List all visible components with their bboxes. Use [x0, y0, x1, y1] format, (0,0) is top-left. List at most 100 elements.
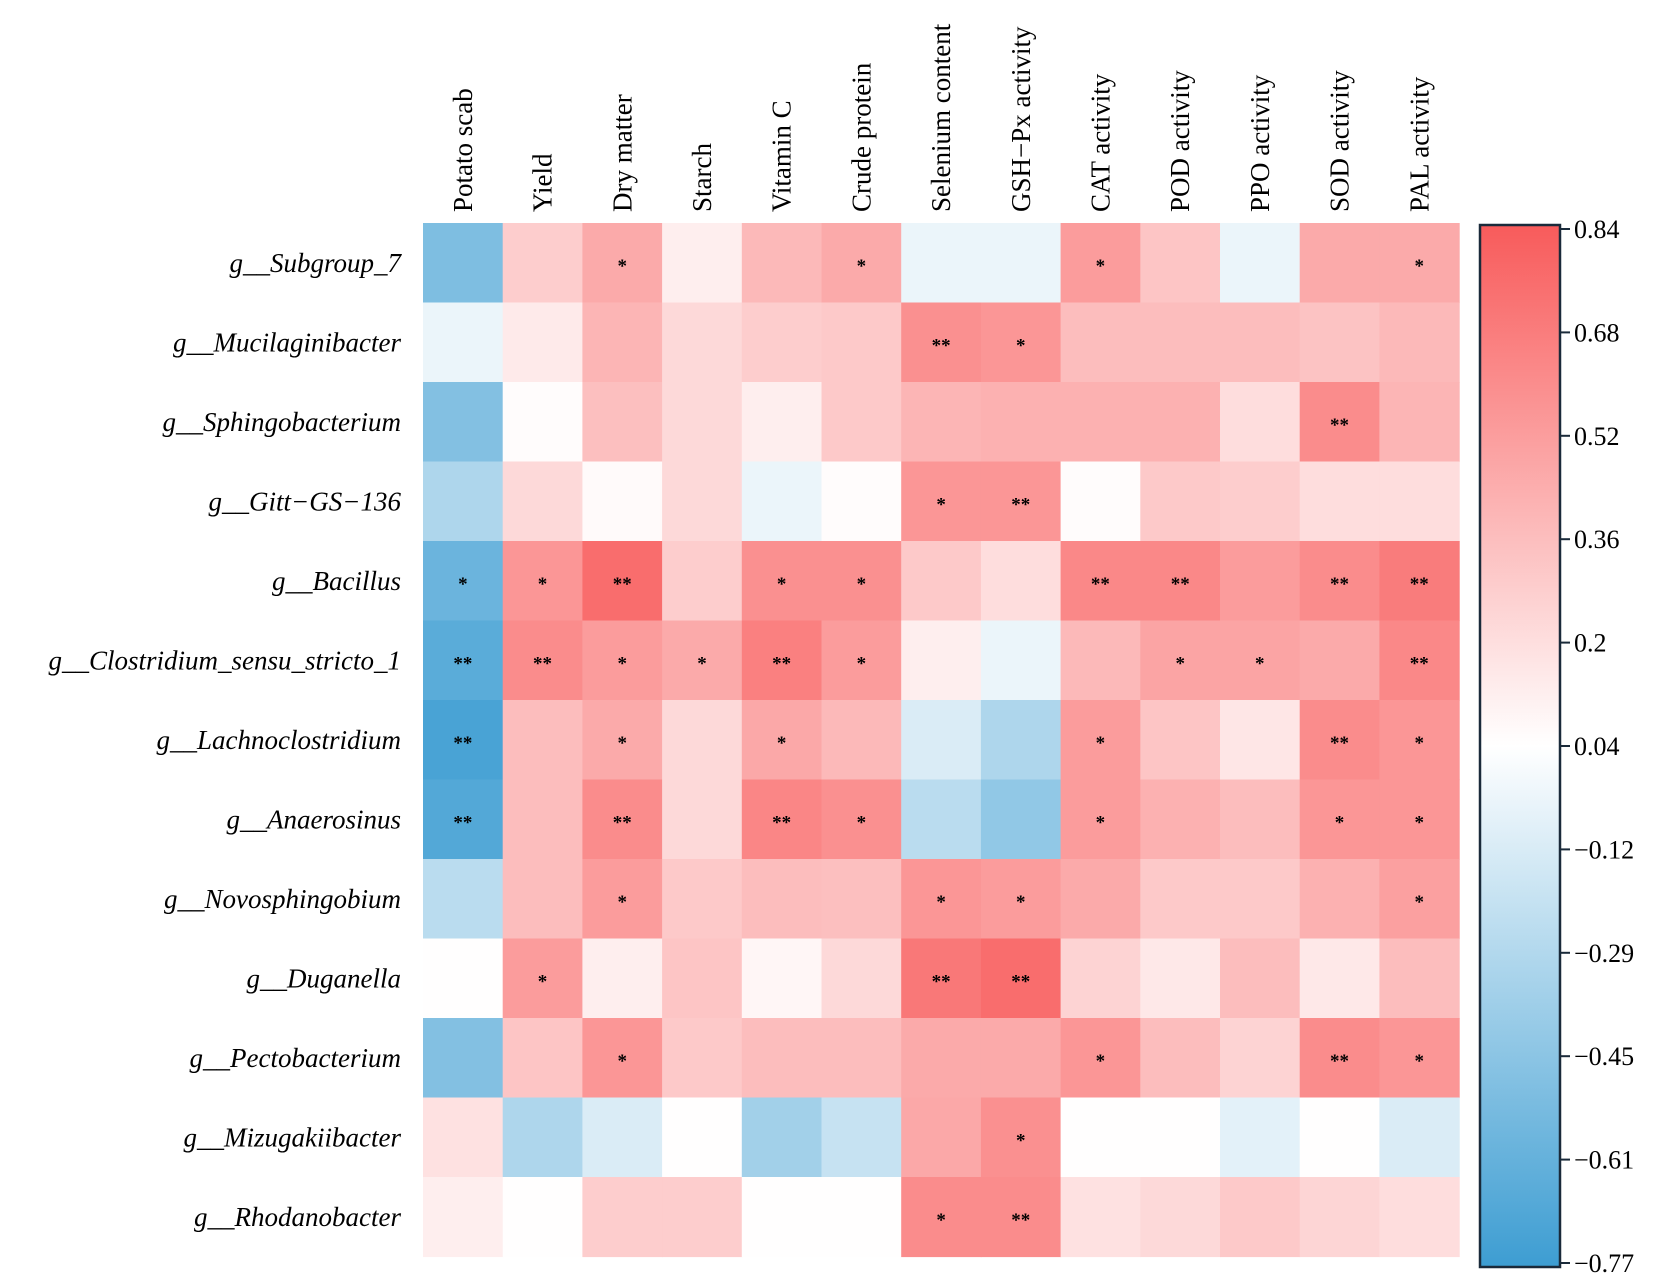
- heatmap-cell: [901, 1097, 982, 1178]
- heatmap-cell: [1140, 541, 1221, 622]
- column-label: GSH−Px activity: [1006, 26, 1036, 212]
- heatmap-cell: [821, 302, 902, 383]
- significance-star: *: [936, 494, 946, 515]
- heatmap-cell: [1299, 223, 1380, 304]
- significance-star: **: [453, 812, 472, 833]
- row-label: g__Anaerosinus: [227, 804, 402, 834]
- heatmap-cell: [1299, 1018, 1380, 1099]
- significance-star: **: [1011, 971, 1030, 992]
- heatmap-cell: [901, 1177, 982, 1258]
- heatmap-cell: [1140, 1177, 1221, 1258]
- colorbar-tick-label: 0.68: [1574, 318, 1620, 347]
- heatmap-cell: [1060, 1097, 1141, 1178]
- heatmap-cell: [1379, 938, 1460, 1019]
- heatmap-cell: [423, 938, 504, 1019]
- heatmap-cell: [980, 1177, 1062, 1258]
- significance-star: *: [1096, 733, 1106, 754]
- heatmap-cell: [662, 700, 743, 781]
- colorbar-tick-label: 0.84: [1574, 215, 1620, 244]
- significance-star: **: [1330, 733, 1349, 754]
- heatmap-cell: [821, 541, 902, 622]
- row-label: g__Bacillus: [272, 566, 401, 596]
- significance-star: *: [777, 574, 787, 595]
- colorbar-tick-label: −0.61: [1574, 1146, 1634, 1175]
- heatmap-cell: [821, 461, 902, 542]
- significance-star: **: [613, 812, 632, 833]
- heatmap-cell: [662, 382, 743, 463]
- heatmap-cell: [662, 1097, 743, 1178]
- heatmap-cell: [1220, 859, 1301, 940]
- heatmap-cell: [423, 620, 504, 701]
- row-label: g__Subgroup_7: [229, 248, 402, 278]
- heatmap-cell: [1140, 382, 1221, 463]
- column-label: CAT activity: [1085, 73, 1115, 212]
- significance-star: **: [932, 971, 951, 992]
- heatmap-cell: [1140, 779, 1221, 860]
- heatmap-cell: [980, 700, 1062, 781]
- heatmap-cell: [662, 779, 743, 860]
- heatmap-cell: [1379, 859, 1460, 940]
- heatmap-cell: [741, 382, 823, 463]
- heatmap-cell: [1299, 938, 1380, 1019]
- significance-star: *: [1415, 256, 1425, 277]
- heatmap-cell: [502, 302, 583, 383]
- heatmap-cell: [1060, 223, 1141, 304]
- heatmap-cell: [1140, 1018, 1221, 1099]
- heatmap-cell: [901, 1018, 982, 1099]
- significance-star: *: [618, 892, 628, 913]
- row-label: g__Novosphingobium: [164, 884, 401, 914]
- heatmap-cell: [980, 1018, 1062, 1099]
- heatmap-cell: [821, 700, 902, 781]
- heatmap-cell: [662, 302, 743, 383]
- heatmap-cell: [582, 302, 663, 383]
- heatmap-cell: [662, 461, 743, 542]
- heatmap-cell: [980, 223, 1062, 304]
- heatmap-cell: [582, 461, 663, 542]
- heatmap-cell: [1220, 620, 1301, 701]
- heatmap-cell: [1379, 1177, 1460, 1258]
- row-label: g__Clostridium_sensu_stricto_1: [48, 645, 401, 675]
- significance-star: **: [613, 574, 632, 595]
- row-label: g__Pectobacterium: [190, 1043, 401, 1073]
- heatmap-cell: [582, 1097, 663, 1178]
- heatmap-cell: [1379, 302, 1460, 383]
- heatmap-cell: [901, 302, 982, 383]
- significance-star: *: [857, 574, 867, 595]
- heatmap-cell: [582, 1018, 663, 1099]
- significance-star: *: [1096, 812, 1106, 833]
- heatmap-cell: [741, 1177, 823, 1258]
- heatmap-cell: [821, 938, 902, 1019]
- significance-star: **: [533, 653, 552, 674]
- heatmap-cell: [1060, 382, 1141, 463]
- significance-star: **: [1091, 574, 1110, 595]
- heatmap-cell: [1379, 779, 1460, 860]
- significance-star: *: [1016, 335, 1026, 356]
- heatmap-cell: [901, 620, 982, 701]
- heatmap-cell: [1140, 859, 1221, 940]
- heatmap-cell: [1220, 1177, 1301, 1258]
- heatmap-cell: [1299, 302, 1380, 383]
- significance-star: *: [1175, 653, 1185, 674]
- column-label: Crude protein: [846, 62, 876, 212]
- heatmap-cell: [502, 1018, 583, 1099]
- heatmap-cell: [980, 382, 1062, 463]
- heatmap-cells: [423, 223, 1460, 1258]
- heatmap-cell: [1060, 859, 1141, 940]
- heatmap-cell: [1140, 620, 1221, 701]
- column-label: Vitamin C: [767, 100, 797, 212]
- heatmap-cell: [662, 223, 743, 304]
- heatmap-cell: [1299, 1097, 1380, 1178]
- column-label: Yield: [528, 153, 558, 212]
- significance-star: *: [1415, 812, 1425, 833]
- row-label: g__Mizugakiibacter: [184, 1122, 402, 1152]
- heatmap-cell: [1379, 700, 1460, 781]
- heatmap-cell: [1379, 223, 1460, 304]
- colorbar-tick-label: −0.29: [1574, 939, 1634, 968]
- heatmap-cell: [423, 1177, 504, 1258]
- row-label: g__Mucilaginibacter: [173, 327, 401, 357]
- row-label: g__Lachnoclostridium: [156, 725, 401, 755]
- heatmap-cell: [1140, 1097, 1221, 1178]
- heatmap-cell: [1140, 938, 1221, 1019]
- significance-star: *: [458, 574, 468, 595]
